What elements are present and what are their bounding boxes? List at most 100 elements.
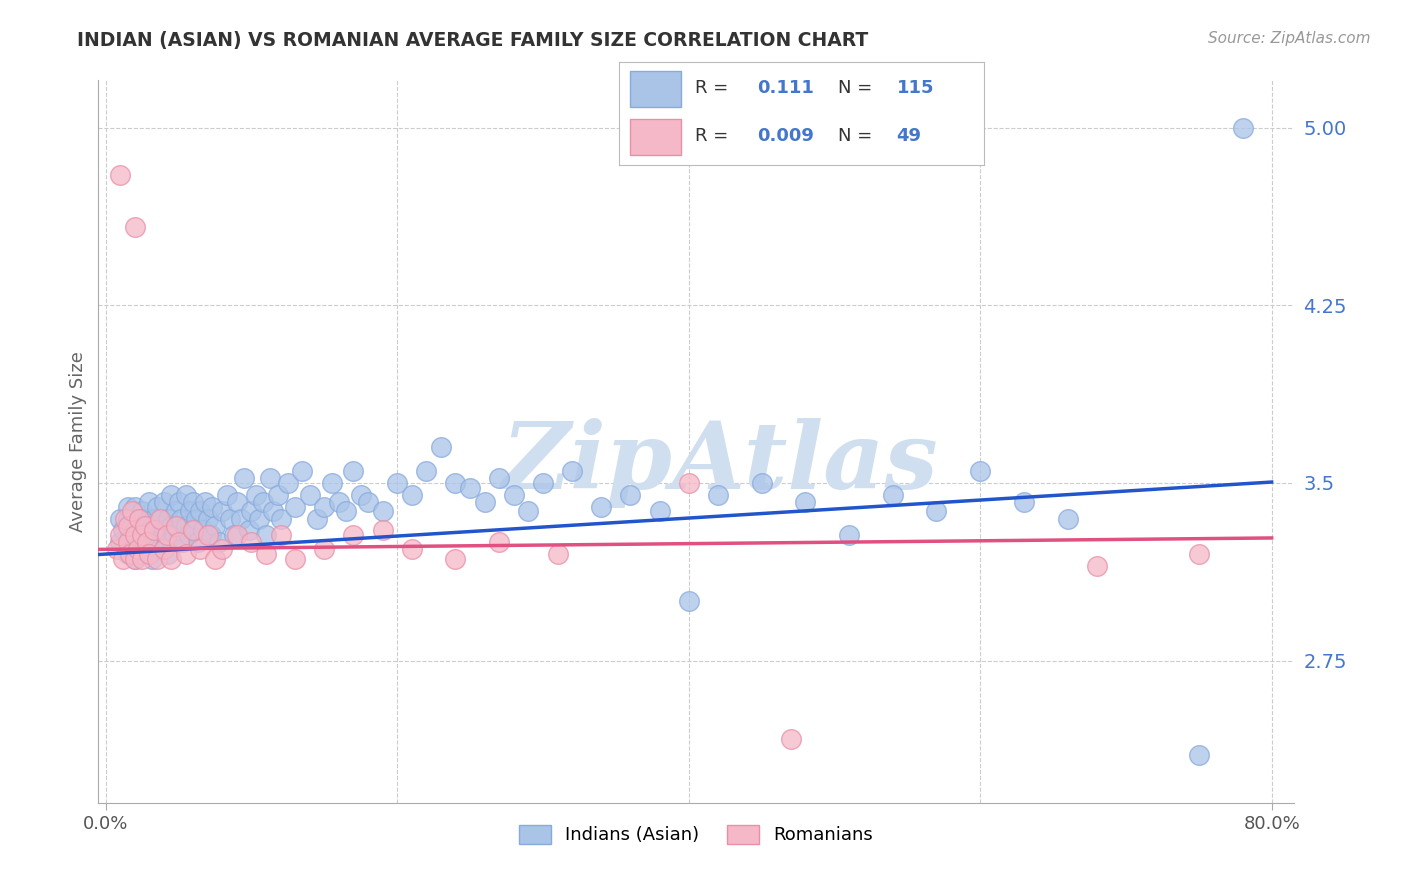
Legend: Indians (Asian), Romanians: Indians (Asian), Romanians	[512, 818, 880, 852]
Point	[342, 528, 364, 542]
Point	[153, 495, 176, 509]
Point	[179, 504, 201, 518]
Point	[619, 488, 641, 502]
Bar	[630, 70, 681, 106]
Point	[117, 535, 139, 549]
Point	[648, 504, 671, 518]
Point	[124, 551, 146, 566]
Point	[1188, 748, 1211, 763]
Point	[120, 547, 142, 561]
Point	[794, 495, 817, 509]
Point	[112, 524, 135, 538]
Point	[284, 500, 307, 514]
Point	[252, 495, 274, 509]
Point	[120, 528, 142, 542]
Point	[131, 518, 153, 533]
Point	[200, 528, 222, 542]
Point	[231, 511, 253, 525]
Point	[190, 542, 212, 557]
Point	[114, 511, 136, 525]
Point	[112, 551, 135, 566]
Point	[110, 511, 132, 525]
Point	[197, 511, 219, 525]
Point	[247, 511, 270, 525]
Point	[240, 535, 263, 549]
Point	[385, 475, 409, 490]
Point	[1085, 558, 1108, 573]
Point	[678, 594, 700, 608]
Point	[240, 504, 263, 518]
Point	[135, 511, 157, 525]
Point	[335, 504, 357, 518]
Point	[1232, 120, 1254, 135]
Point	[190, 504, 212, 518]
Point	[218, 511, 240, 525]
Point	[131, 551, 153, 566]
Bar	[630, 119, 681, 155]
Point	[124, 220, 146, 235]
Point	[156, 535, 179, 549]
Point	[488, 535, 510, 549]
Point	[142, 511, 165, 525]
Point	[160, 518, 183, 533]
Point	[184, 511, 207, 525]
Point	[678, 475, 700, 490]
Point	[321, 475, 343, 490]
Point	[105, 542, 128, 557]
Point	[194, 495, 217, 509]
Point	[127, 511, 149, 525]
Point	[145, 500, 167, 514]
Point	[267, 488, 290, 502]
Point	[314, 500, 336, 514]
Point	[357, 495, 380, 509]
Point	[150, 511, 173, 525]
Point	[1056, 511, 1078, 525]
Point	[167, 495, 190, 509]
Point	[925, 504, 948, 518]
Point	[245, 488, 267, 502]
Point	[138, 524, 160, 538]
Point	[259, 471, 281, 485]
Point	[145, 524, 167, 538]
Point	[502, 488, 524, 502]
Point	[165, 518, 187, 533]
Point	[314, 542, 336, 557]
Text: 0.009: 0.009	[758, 128, 814, 145]
Text: N =: N =	[838, 79, 872, 97]
Point	[474, 495, 496, 509]
Point	[1012, 495, 1035, 509]
Point	[225, 528, 247, 542]
Point	[270, 528, 292, 542]
Text: 115: 115	[897, 79, 934, 97]
Point	[430, 441, 453, 455]
Point	[969, 464, 991, 478]
Point	[167, 524, 190, 538]
Point	[488, 471, 510, 485]
Point	[204, 518, 226, 533]
Point	[186, 535, 208, 549]
Point	[149, 511, 172, 525]
Point	[142, 535, 165, 549]
Point	[128, 547, 150, 561]
Point	[141, 551, 163, 566]
Point	[150, 528, 173, 542]
Point	[707, 488, 730, 502]
Point	[225, 495, 247, 509]
Point	[262, 504, 284, 518]
Point	[174, 518, 197, 533]
Point	[117, 500, 139, 514]
Text: N =: N =	[838, 128, 872, 145]
Point	[149, 542, 172, 557]
Point	[222, 528, 245, 542]
Point	[127, 535, 149, 549]
Point	[131, 528, 153, 542]
Point	[838, 528, 860, 542]
Text: INDIAN (ASIAN) VS ROMANIAN AVERAGE FAMILY SIZE CORRELATION CHART: INDIAN (ASIAN) VS ROMANIAN AVERAGE FAMIL…	[77, 31, 869, 50]
Point	[135, 535, 157, 549]
Point	[298, 488, 321, 502]
Point	[371, 524, 394, 538]
Point	[167, 535, 190, 549]
Point	[342, 464, 364, 478]
Point	[138, 547, 160, 561]
Text: 49: 49	[897, 128, 921, 145]
